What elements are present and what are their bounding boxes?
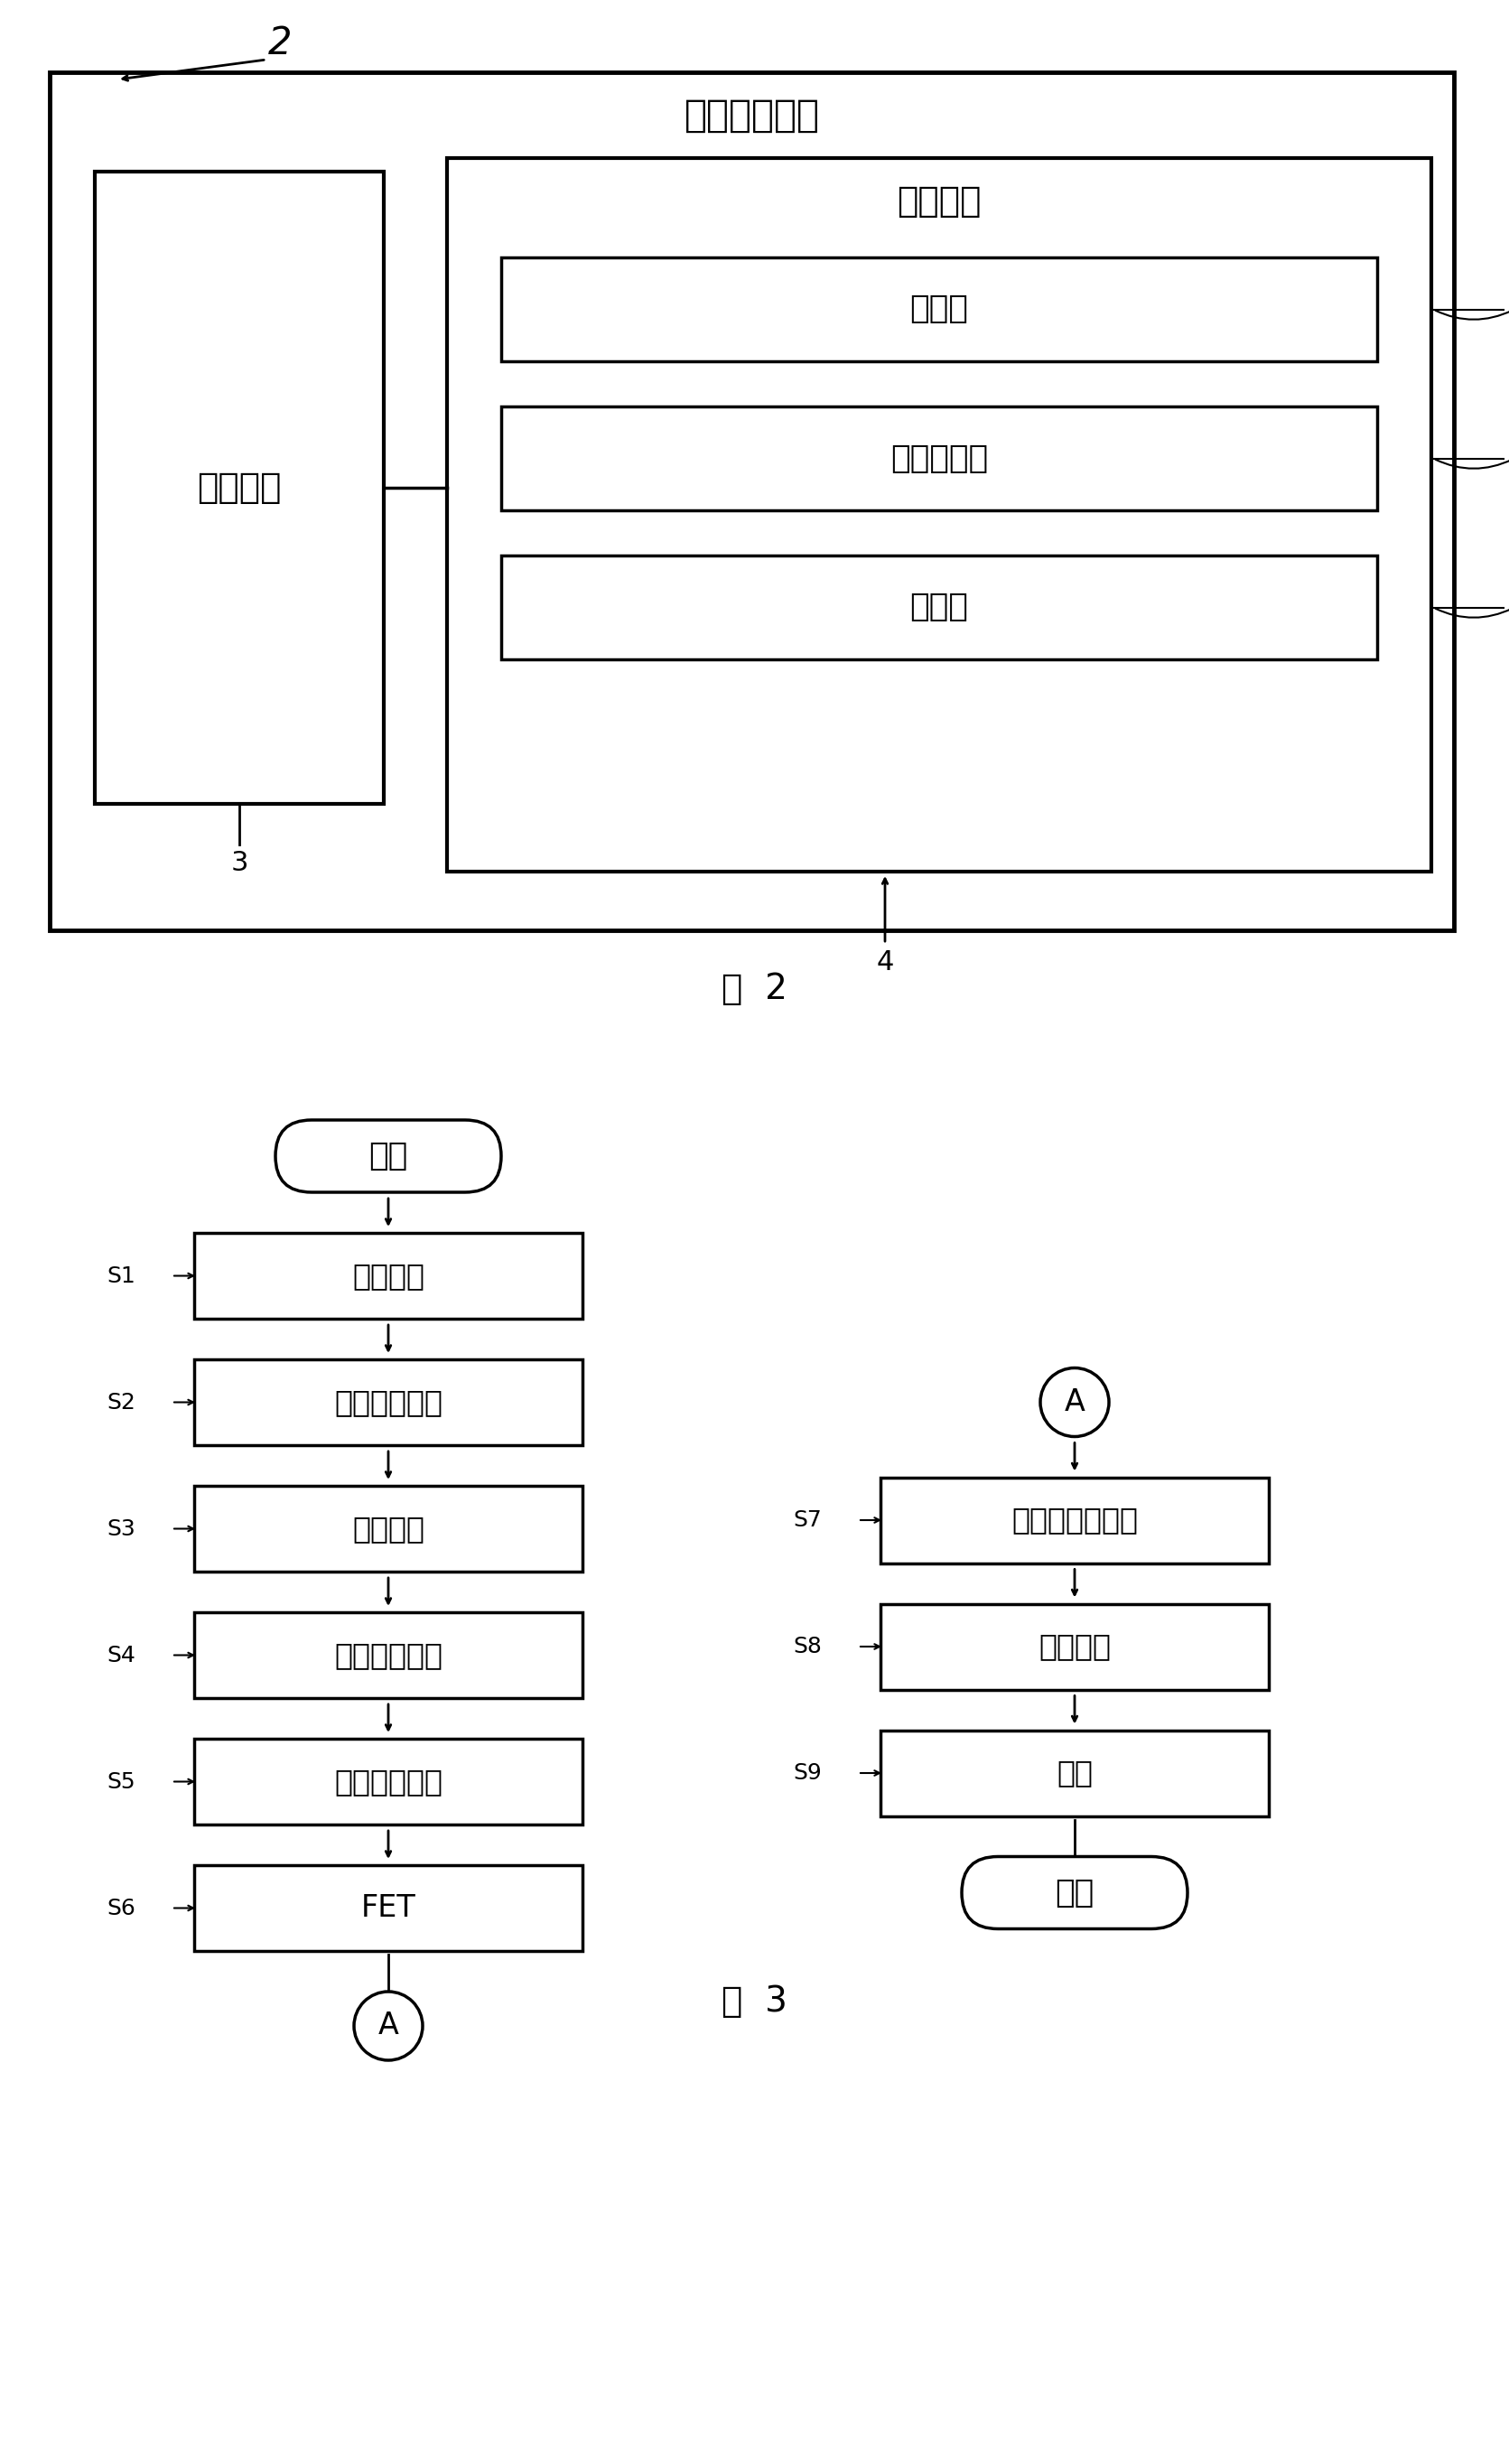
Text: S5: S5 [107,1772,136,1791]
Text: S9: S9 [794,1762,822,1784]
Text: 观测器: 观测器 [910,293,969,325]
Text: 对象频谱的特定: 对象频谱的特定 [1011,1506,1138,1535]
Text: 异常诊断装置: 异常诊断装置 [684,96,819,136]
Text: 终端装置: 终端装置 [896,185,981,219]
Text: 取出对象数据: 取出对象数据 [333,1641,442,1671]
Bar [95,172,383,803]
Text: S7: S7 [794,1510,822,1530]
Text: 结束: 结束 [1055,1878,1094,1907]
Circle shape [355,1991,423,2060]
Bar [880,1730,1269,1816]
Circle shape [1040,1368,1109,1437]
Bar [501,407,1378,510]
Text: A: A [377,2011,398,2040]
Text: 4: 4 [877,949,893,976]
Text: 异常诊断: 异常诊断 [1038,1631,1111,1661]
Bar [195,1486,582,1572]
Bar [501,554,1378,660]
Text: S1: S1 [107,1264,136,1286]
FancyBboxPatch shape [276,1121,501,1193]
Text: S4: S4 [107,1643,136,1666]
Text: 频谱特定部: 频谱特定部 [890,444,988,473]
Text: 计算旋转频率: 计算旋转频率 [333,1767,442,1796]
Bar [501,256,1378,362]
Text: 诊断部: 诊断部 [910,591,969,623]
Bar [195,1360,582,1446]
Text: 3: 3 [231,850,247,875]
Bar [195,1865,582,1951]
Text: 图  2: 图 2 [721,971,788,1005]
Bar [880,1478,1269,1562]
Text: S8: S8 [794,1636,822,1658]
Bar [195,1232,582,1318]
Text: A: A [1064,1387,1085,1417]
Text: 存储数据: 存储数据 [352,1513,424,1542]
Text: S3: S3 [107,1518,136,1540]
Bar [880,1604,1269,1690]
FancyBboxPatch shape [961,1855,1188,1929]
Text: 2: 2 [269,25,291,62]
Text: 开始: 开始 [368,1141,407,1170]
Text: 装置主体: 装置主体 [198,471,282,505]
Text: S6: S6 [107,1897,136,1919]
Bar [50,71,1453,931]
Text: S2: S2 [107,1392,136,1412]
Text: 推定干扰转矩: 推定干扰转矩 [333,1387,442,1417]
Text: 图  3: 图 3 [721,1984,788,2018]
Bar [447,158,1432,872]
Bar [195,1740,582,1823]
Bar [195,1611,582,1698]
Text: 接收数据: 接收数据 [352,1262,424,1291]
Text: FET: FET [361,1892,416,1922]
Text: 警报: 警报 [1056,1759,1093,1789]
